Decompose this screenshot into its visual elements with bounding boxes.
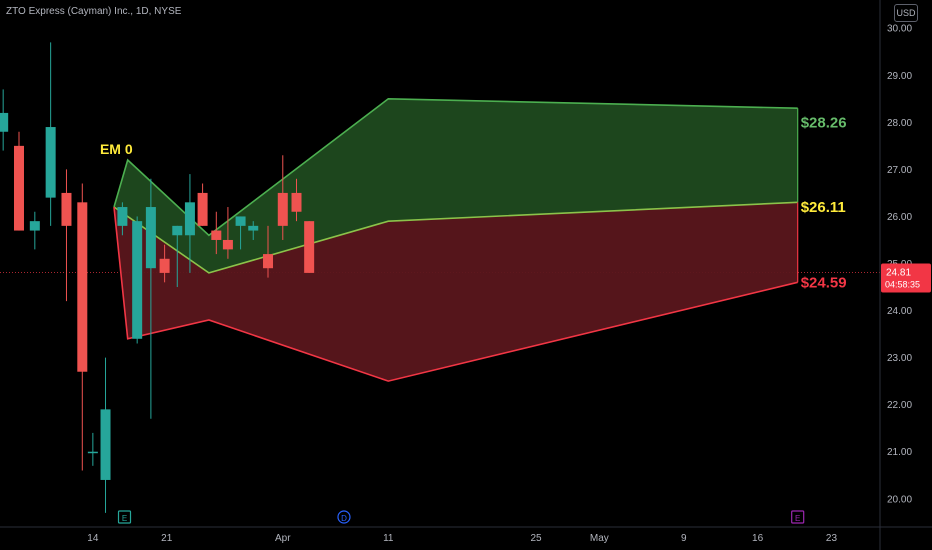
price-tick-label: 24.00 bbox=[887, 306, 912, 317]
candle-body bbox=[100, 409, 111, 480]
lower-band-area bbox=[114, 202, 798, 382]
time-tick-label: 23 bbox=[826, 533, 838, 544]
candle-body bbox=[13, 145, 24, 231]
band-end-label: $24.59 bbox=[801, 274, 847, 291]
candle-body bbox=[132, 221, 143, 339]
em-label: EM 0 bbox=[100, 141, 133, 157]
price-tick-label: 21.00 bbox=[887, 447, 912, 458]
candle-body bbox=[87, 451, 98, 454]
last-price-value: 24.81 bbox=[886, 267, 911, 278]
currency-button[interactable]: USD bbox=[894, 4, 918, 22]
event-marker-letter: E bbox=[122, 514, 127, 523]
candle-body bbox=[29, 221, 40, 231]
earnings-event-marker bbox=[791, 510, 805, 524]
candle-body bbox=[77, 202, 88, 372]
band-end-label: $28.26 bbox=[801, 114, 847, 131]
expected-move-bands bbox=[113, 97, 799, 382]
lower-band-line bbox=[113, 206, 798, 382]
candle-body bbox=[304, 221, 315, 273]
time-tick-label: 9 bbox=[681, 533, 687, 544]
candle-body bbox=[61, 192, 72, 226]
candle-body bbox=[45, 127, 56, 198]
price-tick-label: 27.00 bbox=[887, 165, 912, 176]
price-tick-label: 30.00 bbox=[887, 24, 912, 35]
time-tick-label: 25 bbox=[530, 533, 542, 544]
candle-body bbox=[172, 225, 183, 236]
upper-band-area bbox=[114, 98, 798, 273]
price-tick-label: 20.00 bbox=[887, 494, 912, 505]
time-tick-label: 11 bbox=[383, 533, 394, 544]
price-tick-label: 22.00 bbox=[887, 400, 912, 411]
candle-body bbox=[117, 207, 128, 226]
price-tick-label: 23.00 bbox=[887, 353, 912, 364]
candle-body bbox=[222, 239, 233, 250]
time-tick-label: Apr bbox=[275, 533, 291, 544]
last-price-badge bbox=[881, 263, 931, 293]
candle-body bbox=[184, 202, 195, 236]
time-tick-label: 21 bbox=[161, 533, 173, 544]
candle-body bbox=[197, 192, 208, 226]
price-tick-label: 26.00 bbox=[887, 212, 912, 223]
candle-body bbox=[235, 216, 246, 226]
candle-body bbox=[0, 112, 9, 132]
candlesticks bbox=[0, 42, 315, 513]
time-tick-label: May bbox=[590, 533, 609, 544]
event-marker-letter: E bbox=[795, 514, 800, 523]
earnings-event-marker bbox=[117, 510, 132, 524]
candle-body bbox=[277, 192, 288, 226]
bar-countdown: 04:58:35 bbox=[885, 279, 920, 289]
candle-body bbox=[248, 225, 259, 231]
candle-body bbox=[211, 230, 222, 240]
candle-body bbox=[291, 192, 302, 212]
candle-body bbox=[263, 254, 274, 269]
candle-body bbox=[159, 258, 170, 273]
event-marker-letter: D bbox=[341, 514, 347, 523]
band-end-label: $26.11 bbox=[801, 199, 846, 216]
symbol-title: ZTO Express (Cayman) Inc., 1D, NYSE bbox=[6, 6, 182, 17]
dividend-event-marker bbox=[337, 510, 351, 524]
upper-band-line bbox=[113, 97, 798, 237]
time-tick-label: 16 bbox=[752, 533, 764, 544]
candle-body bbox=[145, 207, 156, 269]
mid-band-line bbox=[113, 201, 798, 274]
time-tick-label: 14 bbox=[87, 533, 99, 544]
price-tick-label: 28.00 bbox=[887, 118, 912, 129]
price-tick-label: 29.00 bbox=[887, 71, 912, 82]
